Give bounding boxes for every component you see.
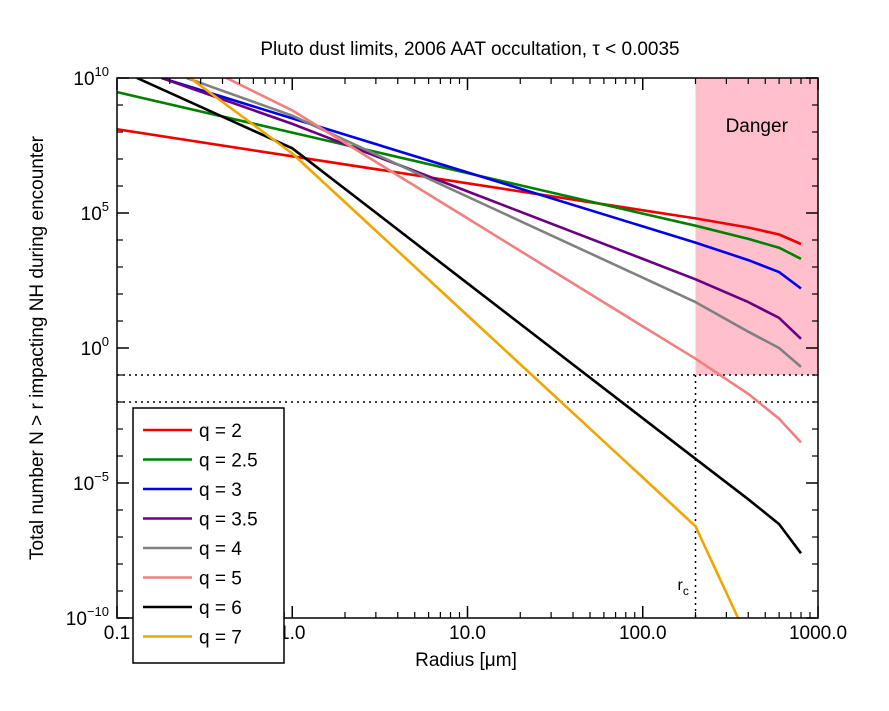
y-tick-label: 1010 <box>73 64 109 90</box>
legend-label: q = 3.5 <box>199 510 258 531</box>
y-tick-label: 10−5 <box>73 469 109 495</box>
y-tick-label: 10−10 <box>66 604 109 630</box>
x-tick-label: 0.1 <box>104 623 130 644</box>
series-line-q2-5 <box>117 90 802 261</box>
series-line-q3-5 <box>161 78 802 340</box>
axis-ticks: 0.1 1.0 10.0 100.0 1000.0 10−10 10−5 100 105 1010 <box>66 64 847 644</box>
x-tick-label: 10.0 <box>449 623 486 644</box>
x-tick-label: 1.0 <box>279 623 305 644</box>
series-lines <box>117 78 803 618</box>
legend-label: q = 4 <box>199 539 242 560</box>
y-axis-label: Total number N > r impacting NH during e… <box>27 135 48 560</box>
y-tick-label: 105 <box>81 199 109 225</box>
series-line-q7 <box>187 78 740 618</box>
legend: q = 2 q = 2.5 q = 3 q = 3.5 q = 4 q = 5 q = 6 q… <box>132 407 285 664</box>
legend-label: q = 7 <box>199 628 242 649</box>
y-tick-label: 100 <box>81 334 109 360</box>
danger-region <box>695 78 818 375</box>
danger-label: Danger <box>726 116 789 137</box>
chart-title: Pluto dust limits, 2006 AAT occultation,… <box>260 39 679 60</box>
rc-label: rc <box>678 577 689 598</box>
reference-lines <box>117 374 818 618</box>
series-line-q5 <box>223 78 802 444</box>
x-axis-label: Radius [μm] <box>415 650 517 671</box>
danger-layer <box>695 78 818 375</box>
x-tick-label: 1000.0 <box>789 623 847 644</box>
legend-label: q = 2.5 <box>199 451 258 472</box>
legend-box <box>132 407 285 664</box>
legend-label: q = 3 <box>199 480 242 501</box>
series-line-q6 <box>136 78 803 555</box>
x-tick-label: 100.0 <box>619 623 667 644</box>
legend-label: q = 5 <box>199 569 242 590</box>
series-line-q2 <box>117 128 802 246</box>
legend-label: q = 2 <box>199 421 242 442</box>
legend-label: q = 6 <box>199 598 242 619</box>
